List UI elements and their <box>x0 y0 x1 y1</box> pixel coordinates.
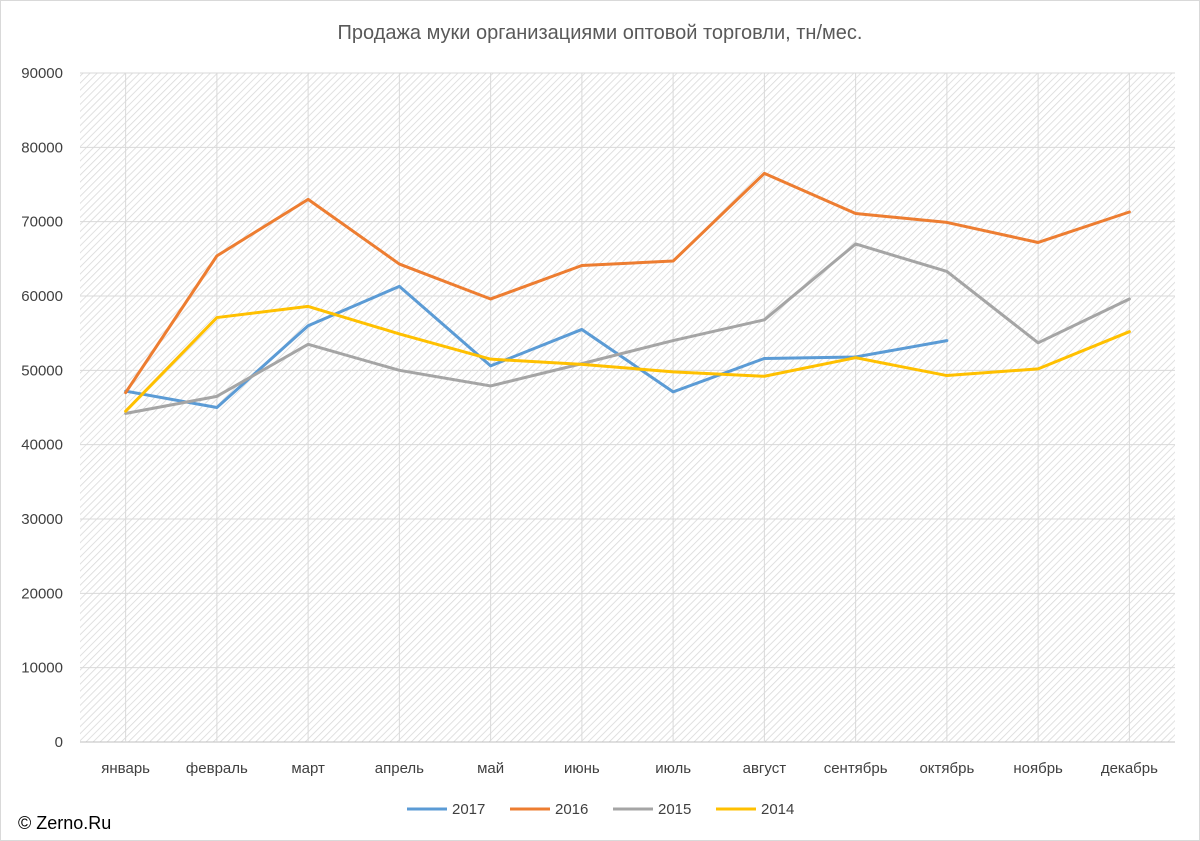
y-tick-label: 50000 <box>21 362 63 379</box>
series-line-2015 <box>124 242 1131 415</box>
series-line-2014 <box>124 304 1131 413</box>
y-tick-label: 40000 <box>21 437 63 454</box>
plot-area <box>80 73 1175 742</box>
y-tick-label: 10000 <box>21 660 63 677</box>
x-axis: январь февраль март апрель май июнь июль август… <box>101 760 1158 777</box>
x-tick-label: сентябрь <box>824 760 888 777</box>
y-tick-label: 80000 <box>21 139 63 156</box>
series-lines <box>124 171 1131 415</box>
x-tick-label: август <box>743 760 787 777</box>
series-line-2016 <box>124 171 1131 395</box>
legend-label-2015: 2015 <box>658 801 691 818</box>
y-axis: 0 10000 20000 30000 40000 50000 60000 70000 8000… <box>21 65 63 751</box>
x-tick-label: октябрь <box>919 760 974 777</box>
x-tick-label: июнь <box>564 760 600 777</box>
series-line-2017 <box>124 284 949 409</box>
x-tick-label: январь <box>101 760 150 777</box>
x-tick-label: июль <box>655 760 691 777</box>
y-tick-label: 20000 <box>21 585 63 602</box>
y-tick-label: 70000 <box>21 214 63 231</box>
legend-label-2016: 2016 <box>555 801 588 818</box>
legend-label-2014: 2014 <box>761 801 794 818</box>
gridlines <box>80 72 1175 743</box>
x-tick-label: март <box>291 760 325 777</box>
x-tick-label: май <box>477 760 504 777</box>
x-tick-label: апрель <box>375 760 424 777</box>
copyright-text: © Zerno.Ru <box>18 813 111 833</box>
y-tick-label: 0 <box>55 734 63 751</box>
x-tick-label: ноябрь <box>1013 760 1063 777</box>
x-tick-label: декабрь <box>1101 760 1158 777</box>
legend: 2017 2016 2015 2014 <box>407 801 794 818</box>
y-tick-label: 60000 <box>21 288 63 305</box>
y-tick-label: 30000 <box>21 511 63 528</box>
chart-title: Продажа муки организациями оптовой торго… <box>338 22 863 44</box>
x-tick-label: февраль <box>186 760 248 777</box>
y-tick-label: 90000 <box>21 65 63 82</box>
legend-label-2017: 2017 <box>452 801 485 818</box>
